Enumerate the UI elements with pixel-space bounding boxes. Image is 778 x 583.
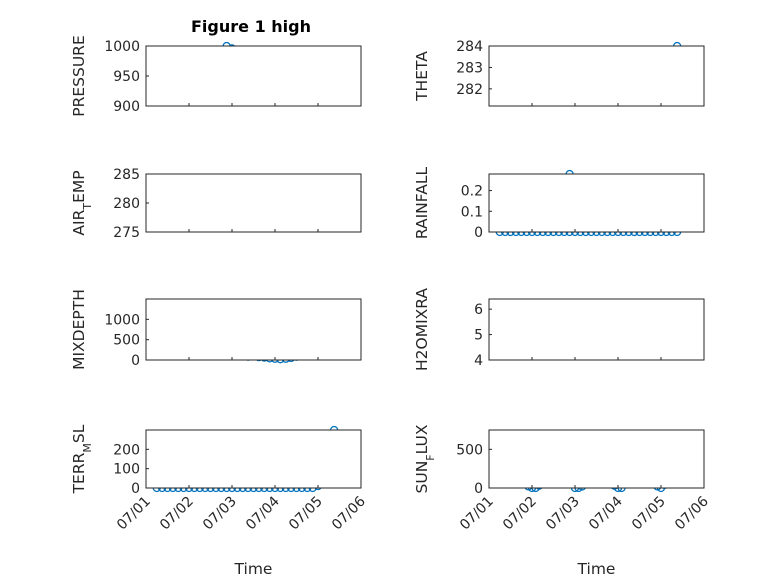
x-tick-label: 07/04	[586, 493, 626, 533]
y-tick-label: 0	[131, 481, 140, 497]
y-tick-label: 950	[113, 69, 140, 85]
y-tick-label: 500	[113, 333, 140, 349]
y-tick-label: 283	[456, 60, 483, 76]
x-tick-label: 07/01	[457, 494, 497, 534]
y-axis-label: TERRMSL	[70, 424, 94, 494]
y-tick-label: 1000	[104, 312, 140, 328]
y-axis-label: H2OMIXRA	[413, 288, 431, 371]
x-tick-label: 07/02	[157, 494, 197, 534]
axes-box	[488, 429, 705, 489]
axes-box	[145, 45, 362, 107]
y-tick-label: 0	[474, 481, 483, 497]
y-tick-label: 4	[474, 353, 483, 369]
y-tick-label: 0.1	[461, 204, 483, 220]
y-axis-label: THETA	[413, 51, 431, 102]
y-tick-label: 285	[113, 167, 140, 183]
axes-box	[488, 298, 705, 361]
axes-mixdepth: 0 500 1000 MIXDEPTH	[70, 289, 362, 370]
y-tick-label: 284	[456, 39, 483, 55]
y-tick-label: 5	[474, 328, 483, 344]
y-tick-label: 900	[113, 99, 140, 115]
y-tick-label: 0	[474, 225, 483, 241]
y-tick-label: 100	[113, 462, 140, 478]
axes-box	[488, 45, 705, 107]
figure-title: Figure 1 high	[191, 17, 311, 36]
axes-box	[488, 173, 705, 233]
y-axis-label: AIRTEMP	[70, 170, 94, 235]
y-axis-label: MIXDEPTH	[70, 289, 88, 370]
x-axis-label: Time	[234, 560, 273, 578]
axes-terr_msl: 0 100 200 07/01 07/02 07/03 07/04 07/05 07/06 TER…	[70, 424, 369, 578]
y-tick-label: 500	[456, 442, 483, 458]
axes-theta: 282 283 284 THETA	[413, 39, 705, 107]
y-tick-label: 275	[113, 225, 140, 241]
x-tick-label: 07/06	[329, 493, 369, 533]
axes-box	[145, 298, 362, 361]
y-tick-label: 200	[113, 442, 140, 458]
x-tick-label: 07/03	[543, 494, 583, 534]
axes-rainfall: 0 0.1 0.2 RAINFALL	[413, 166, 705, 241]
x-tick-label: 07/02	[500, 494, 540, 534]
x-tick-label: 07/01	[114, 494, 154, 534]
y-tick-label: 6	[474, 302, 483, 318]
y-tick-label: 280	[113, 196, 140, 212]
y-tick-label: 282	[456, 82, 483, 98]
y-tick-label: 1000	[104, 39, 140, 55]
y-axis-label: SUNFLUX	[413, 424, 437, 493]
axes-box	[145, 429, 362, 489]
axes-h2omixra: 4 5 6 H2OMIXRA	[413, 288, 705, 371]
x-tick-label: 07/05	[286, 494, 326, 534]
x-axis-label: Time	[577, 560, 616, 578]
y-tick-label: 0.2	[461, 184, 483, 200]
x-tick-label: 07/05	[629, 494, 669, 534]
axes-sun_flux: 0 500 07/01 07/02 07/03 07/04 07/05 07/06 SUNFLU…	[413, 424, 712, 578]
axes-pressure: 900 950 1000 PRESSURE	[70, 35, 362, 117]
x-tick-label: 07/03	[200, 494, 240, 534]
x-tick-label: 07/04	[243, 493, 283, 533]
y-axis-label: PRESSURE	[70, 35, 88, 117]
y-axis-label: RAINFALL	[413, 166, 431, 239]
y-tick-label: 0	[131, 353, 140, 369]
x-tick-label: 07/06	[672, 493, 712, 533]
axes-air_temp: 275 280 285 AIRTEMP	[70, 167, 362, 241]
axes-box	[145, 173, 362, 233]
